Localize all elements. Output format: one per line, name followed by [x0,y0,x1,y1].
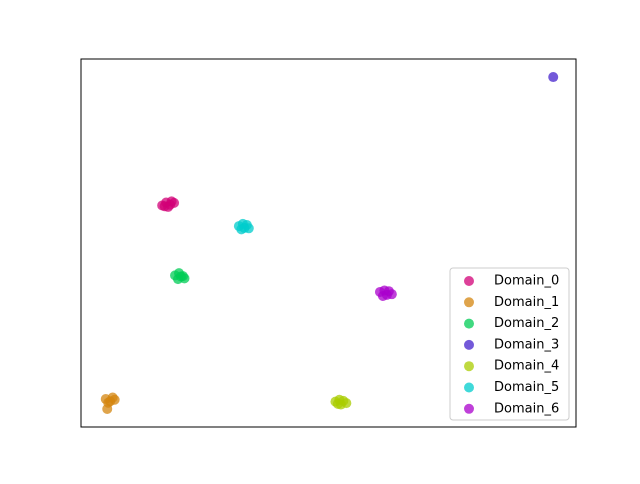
point [107,392,118,403]
points [100,72,559,414]
legend-marker [464,276,474,286]
point [332,398,343,409]
legend-label: Domain_6 [494,401,559,416]
legend-marker [464,339,474,350]
point [548,72,559,83]
point [381,289,392,300]
point [239,222,250,233]
point [166,196,177,207]
point [102,403,113,414]
legend-marker [464,382,474,393]
legend [449,267,570,421]
legend-label: Domain_4 [494,359,559,374]
legend-marker [464,403,474,414]
legend-label: Domain_3 [494,337,559,352]
legend-label: Domain_2 [494,316,559,331]
legend-label: Domain_0 [494,274,559,289]
legend-marker [464,318,474,329]
point [175,271,186,282]
legend-label: Domain_5 [494,380,559,395]
legend-label: Domain_1 [494,295,559,310]
legend-marker [464,361,474,372]
legend-marker [464,297,474,308]
